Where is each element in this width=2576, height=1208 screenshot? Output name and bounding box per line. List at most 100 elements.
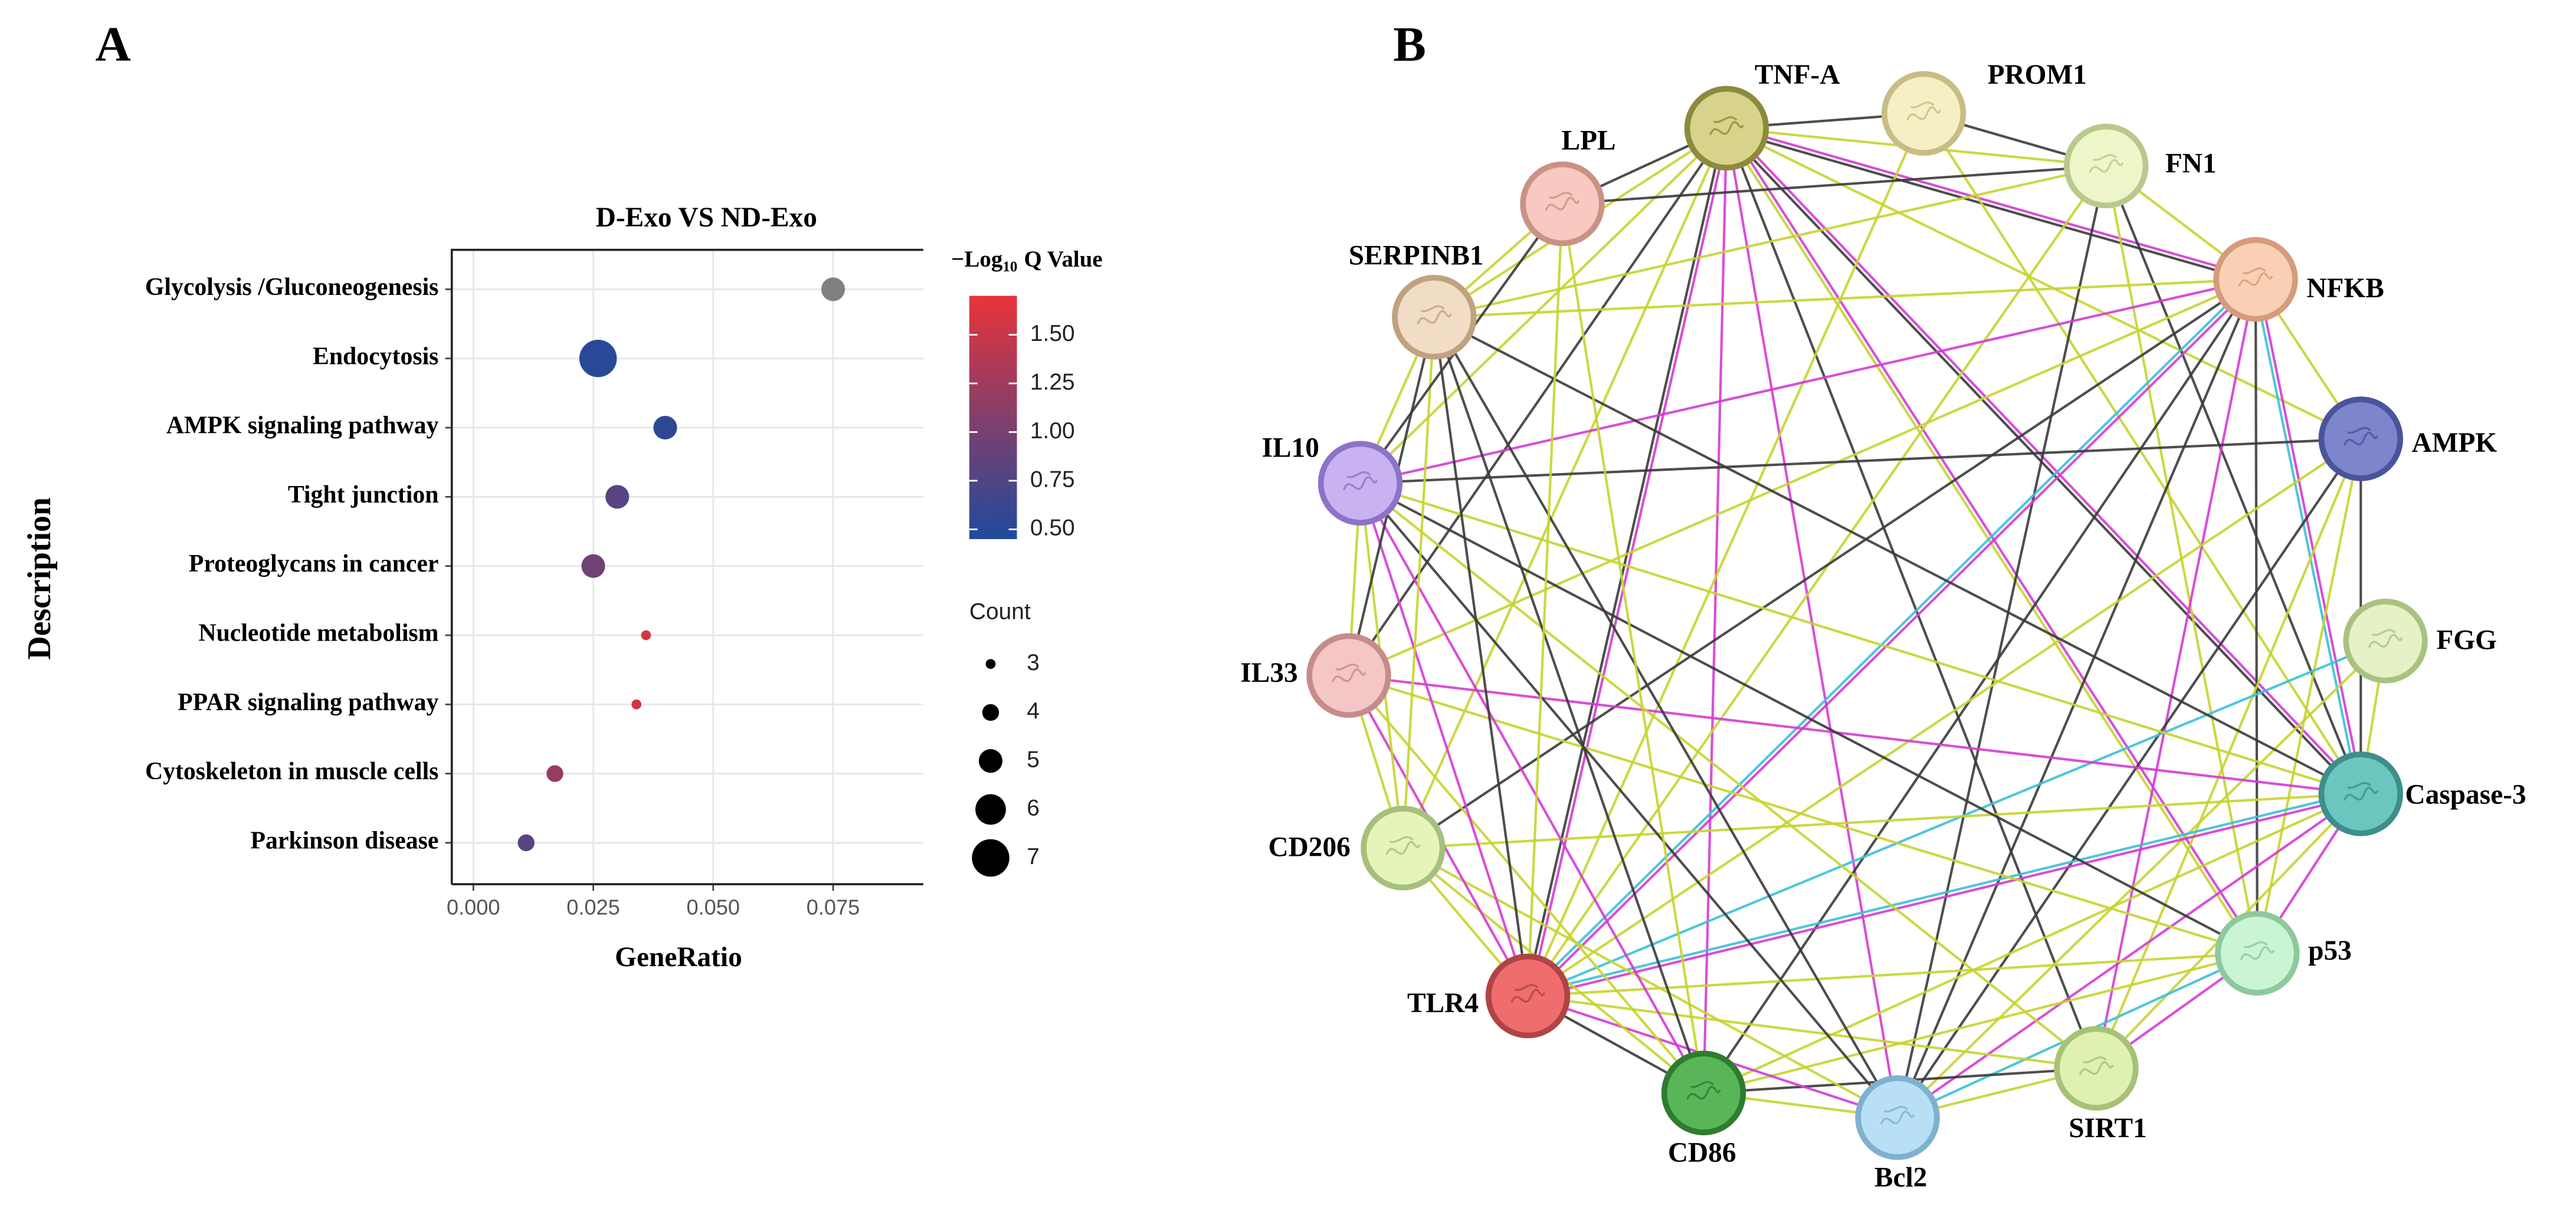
node-label: CD206 [1268,832,1350,862]
y-axis-label: Description [21,497,58,659]
edge [1527,639,2386,997]
node-label: FGG [2436,625,2497,655]
edge [1359,482,1899,1119]
edge [1434,278,2256,319]
edge [2252,279,2360,795]
colorbar-title-part: Q Value [1024,247,1103,272]
edge [1526,113,1925,997]
edge [1725,127,2097,1069]
size-legend-dot [985,659,996,669]
edge [1401,317,1436,848]
edge [1359,482,2097,1069]
node-protein-icon [1545,192,1580,211]
size-legend-title: Count [969,599,1031,625]
node [1361,806,1446,891]
y-tick-label: Parkinson disease [250,827,438,854]
node-label: CD86 [1668,1138,1736,1168]
edge [1726,124,2257,279]
node-label: PROM1 [1988,60,2087,90]
colorbar-title-part: 10 [1002,259,1017,275]
node-label: Caspase-3 [2405,779,2526,810]
plot-area [451,250,923,885]
node [2318,396,2403,481]
node [2215,911,2300,996]
dot [605,485,630,509]
edge [1348,127,1728,677]
edge [1528,280,2259,999]
node-protein-icon [1331,663,1366,683]
edge [1348,674,2361,795]
node [2343,598,2428,684]
node-protein-icon [2238,267,2273,287]
edge [2256,438,2362,954]
size-legend-dot [982,704,999,721]
node-label: NFKB [2306,273,2384,304]
dot [581,554,605,578]
node-label: FN1 [2165,148,2217,179]
edge [1527,790,2361,996]
y-tick-label: Endocytosis [313,343,438,370]
x-tick-label: 0.075 [807,895,860,919]
edge [1703,952,2258,1094]
y-tick-label: AMPK signaling pathway [166,412,439,439]
edge [1433,317,1529,996]
node [2318,751,2403,836]
node-label: TLR4 [1407,988,1479,1019]
panel-label: A [95,18,130,72]
y-tick-label: Cytoskeleton in muscle cells [145,758,438,785]
colorbar-tick-label: 0.50 [1030,516,1075,541]
node [1392,275,1477,360]
node-protein-icon [2343,782,2378,801]
dot [641,630,651,641]
edge [1528,795,2362,1000]
node-label: SIRT1 [2069,1113,2146,1144]
edge [1725,129,2256,283]
edge [1402,846,1899,1119]
y-tick-label: Proteoglycans in cancer [189,550,439,577]
node-protein-icon [2343,426,2378,446]
colorbar [969,296,1017,539]
edge [1896,640,2387,1119]
edge [1402,278,2257,849]
edge [1703,792,2362,1094]
node-label: Bcl2 [1874,1162,1927,1193]
node [1661,1051,1746,1135]
y-tick-label: Glycolysis /Gluconeogenesis [145,274,439,301]
colorbar-tick-label: 0.75 [1030,467,1075,492]
node-label: p53 [2308,935,2352,966]
x-tick-label: 0.050 [686,895,740,919]
node-protein-icon [2089,154,2124,173]
node-protein-icon [1906,101,1942,121]
edge [1526,165,2108,997]
edge [1359,482,1529,997]
edge [1359,482,2258,954]
node-label: LPL [1562,125,1616,156]
edge [1528,952,2257,997]
edge [1524,127,1726,996]
edge [1434,165,2107,319]
edge [2256,278,2364,794]
node-label: TNF-A [1755,60,1840,90]
edge [1433,316,2362,795]
node-label: AMPK [2412,428,2498,458]
node-label: IL10 [1262,432,1319,463]
size-legend-label: 3 [1027,650,1040,675]
node [1520,161,1605,247]
size-legend-dot [972,839,1010,877]
node [2213,237,2298,322]
colorbar-title-part: −Log [951,247,1003,272]
edge [2105,165,2362,795]
colorbar-tick-label: 1.25 [1030,369,1075,395]
plot-frame [450,248,923,885]
node [1684,86,1769,171]
node-protein-icon [1343,471,1378,491]
node-protein-icon [1709,116,1744,136]
edge [1702,278,2257,1094]
plot-title: D-Exo VS ND-Exo [596,202,817,233]
edge [1562,165,2106,205]
node-protein-icon [1417,305,1452,324]
y-tick-label: Nucleotide metabolism [198,620,438,647]
dot [653,415,677,440]
size-legend-dot [975,794,1006,825]
